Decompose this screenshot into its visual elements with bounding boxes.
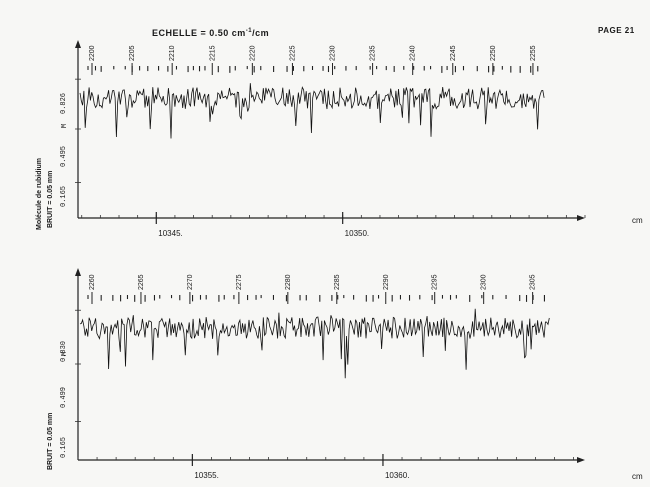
line-id-label: 2265 (138, 274, 145, 290)
line-id-label: 2290 (383, 274, 390, 290)
spectrum-trace-0 (79, 83, 545, 139)
scale-title: ECHELLE = 0.50 cm-1/cm (152, 28, 270, 38)
line-id-label: 2260 (89, 274, 96, 290)
line-id-label: 2230 (330, 45, 337, 61)
line-id-label: 2240 (410, 45, 417, 61)
line-id-label: 2305 (530, 274, 537, 290)
line-id-label: 2295 (432, 274, 439, 290)
line-id-label: 2285 (334, 274, 341, 290)
line-id-label: 2270 (187, 274, 194, 290)
x-tick-label: 10360. (385, 471, 409, 480)
line-id-label: 2250 (490, 45, 497, 61)
spectrum-trace-1 (79, 308, 550, 379)
line-id-label: 2300 (481, 274, 488, 290)
y-axis-arrow-1 (75, 268, 81, 276)
line-id-label: 2275 (236, 274, 243, 290)
line-id-label: 2205 (129, 45, 136, 61)
line-id-label: 2235 (370, 45, 377, 61)
line-id-label: 2225 (289, 45, 296, 61)
x-tick-label: 10355. (194, 471, 218, 480)
y-axis-arrow-0 (75, 40, 81, 48)
line-id-label: 2210 (169, 45, 176, 61)
page-number: PAGE 21 (598, 26, 635, 35)
line-id-label: 2245 (450, 45, 457, 61)
line-id-label: 2255 (530, 45, 537, 61)
line-id-label: 2280 (285, 274, 292, 290)
line-id-label: 2200 (89, 45, 96, 61)
x-tick-label: 10345. (158, 229, 182, 238)
x-unit-top: cm (632, 216, 643, 225)
line-id-label: 2220 (249, 45, 256, 61)
line-id-label: 2215 (209, 45, 216, 61)
x-tick-label: 10350. (345, 229, 369, 238)
x-axis-arrow-1 (577, 457, 585, 463)
x-axis-arrow-0 (577, 215, 585, 221)
x-unit-bottom: cm (632, 472, 643, 481)
